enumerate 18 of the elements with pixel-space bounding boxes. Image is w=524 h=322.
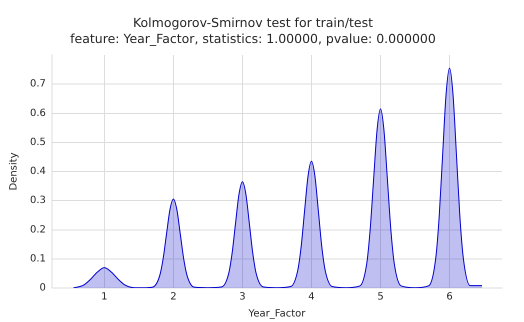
chart-subtitle: feature: Year_Factor, statistics: 1.00000, pvalue: 0.000000 (70, 30, 436, 46)
y-tick-label: 0.2 (30, 224, 46, 236)
y-tick-label: 0.7 (30, 78, 46, 90)
y-tick-label: 0.4 (30, 166, 46, 178)
x-tick-label: 5 (377, 292, 384, 303)
y-tick-label: 0.1 (30, 253, 46, 264)
x-tick-label: 4 (308, 292, 315, 303)
y-tick-label: 0.3 (30, 195, 46, 206)
x-tick-label: 6 (446, 292, 453, 303)
x-axis-title: Year_Factor (248, 308, 306, 320)
y-axis-title: Density (8, 152, 20, 191)
x-tick-label: 3 (239, 292, 246, 303)
chart-title: Kolmogorov-Smirnov test for train/test (132, 14, 374, 30)
y-tick-label: 0.5 (30, 136, 46, 148)
x-tick-label: 2 (170, 292, 177, 303)
x-tick-label: 1 (101, 292, 108, 303)
y-tick-label: 0.6 (30, 108, 46, 119)
y-tick-label: 0 (40, 282, 46, 294)
